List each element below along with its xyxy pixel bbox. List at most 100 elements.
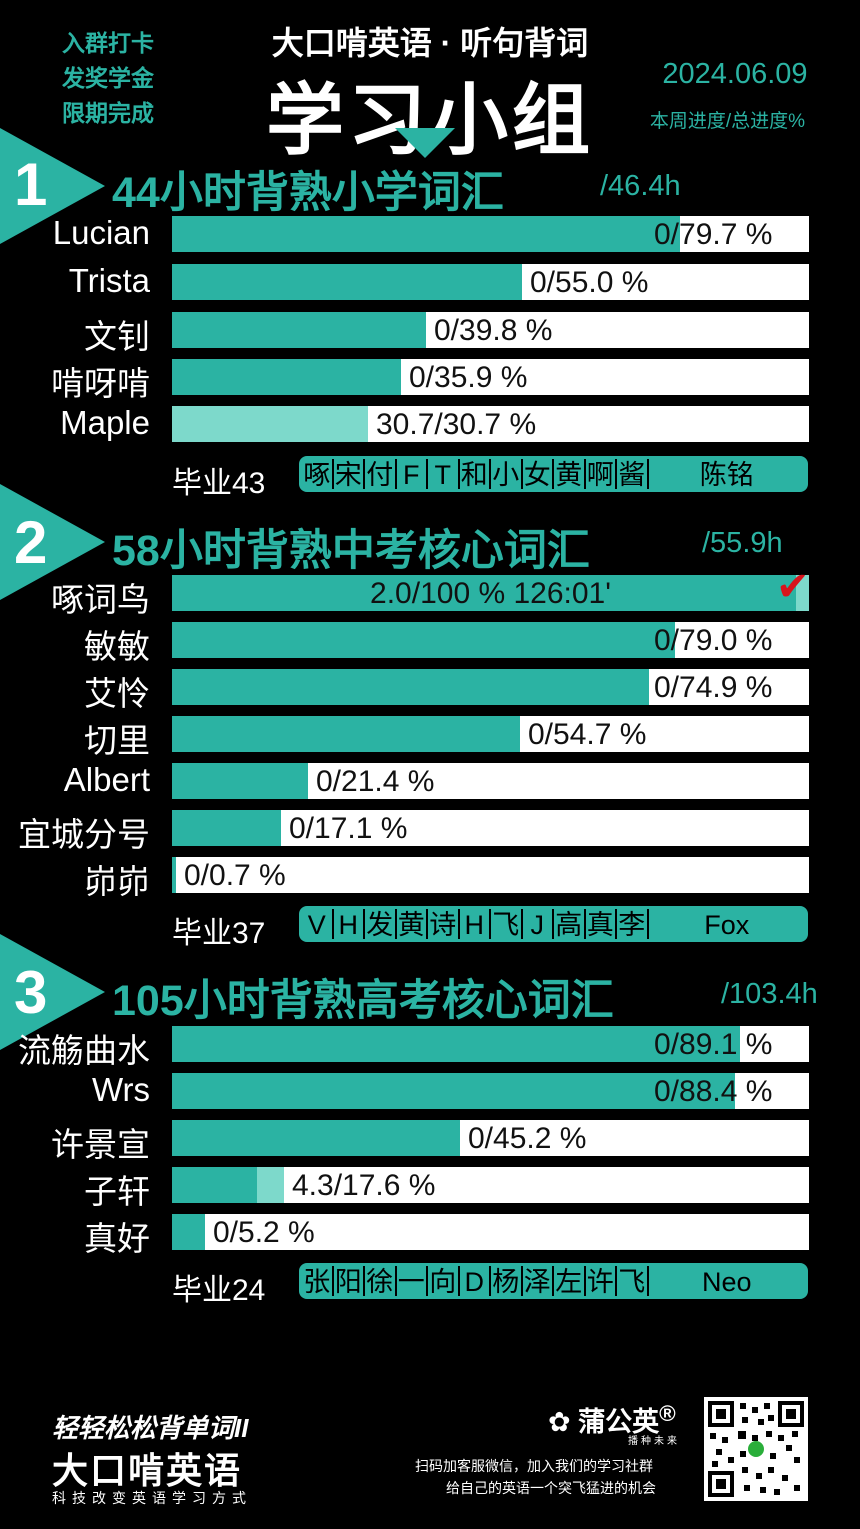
progress-legend: 本周进度/总进度%: [649, 111, 806, 132]
graduate-chip: 真: [585, 909, 617, 939]
header-line: 限期完成: [62, 100, 154, 126]
header-line: 发奖学金: [62, 65, 154, 91]
checkmark-icon: ✔: [776, 565, 810, 609]
progress-fill-total: [172, 216, 680, 252]
graduate-chip: 付: [365, 459, 397, 489]
graduate-chip: 左: [554, 1266, 586, 1296]
graduates-list: 啄宋付 F T 和小女黄啊酱 陈铭: [299, 456, 808, 492]
progress-bar: 30.7/30.7 %: [172, 406, 809, 442]
progress-fill-total: [172, 1167, 257, 1203]
header-line: 入群打卡: [62, 30, 154, 56]
member-name: 啃呀啃: [51, 365, 150, 402]
registered-mark: ®: [659, 1401, 676, 1426]
progress-bar: 0/0.7 %: [172, 857, 809, 893]
graduate-chip: 阳: [333, 1266, 365, 1296]
partner-logo: ✿ 蒲公英®: [548, 1400, 676, 1439]
brand-title: 大口啃英语 · 听句背词: [271, 25, 589, 61]
graduate-chip: 和: [459, 459, 491, 489]
graduate-chip: 杨: [491, 1266, 523, 1296]
graduate-chip: 许: [585, 1266, 617, 1296]
footer-cta-line2: 给自己的英语一个突飞猛进的机会: [446, 1480, 656, 1496]
progress-fill-total: [172, 857, 176, 893]
progress-bar: 0/54.7 %: [172, 716, 809, 752]
graduate-chip: F: [396, 459, 428, 489]
progress-fill-week: [796, 575, 809, 611]
progress-fill-total: [172, 1214, 205, 1250]
section-hours: /46.4h: [600, 170, 681, 202]
progress-bar: 0/79.7 %: [172, 216, 809, 252]
member-name: 子轩: [84, 1173, 150, 1210]
progress-text: 0/89.1 %: [654, 1028, 773, 1061]
progress-text: 0/39.8 %: [434, 314, 553, 347]
graduate-chip: 李: [617, 909, 649, 939]
graduate-chip: 黄: [396, 909, 428, 939]
progress-text: 0/88.4 %: [654, 1075, 773, 1108]
progress-text: 0/55.0 %: [530, 266, 649, 299]
progress-bar: 4.3/17.6 %: [172, 1167, 809, 1203]
member-name: 真好: [84, 1220, 150, 1257]
progress-fill-total: [172, 1026, 740, 1062]
member-name: 啄词鸟: [51, 581, 150, 618]
graduate-chip: 一: [396, 1266, 428, 1296]
progress-bar: 0/88.4 %: [172, 1073, 809, 1109]
progress-bar: 2.0/100 % 126:01': [172, 575, 809, 611]
graduate-chip-latest: Fox: [704, 910, 750, 940]
progress-bar: 0/79.0 %: [172, 622, 809, 658]
progress-fill-total: [172, 810, 281, 846]
progress-text: 0/74.9 %: [654, 671, 773, 704]
progress-text: 0/45.2 %: [468, 1122, 587, 1155]
progress-fill-week: [172, 406, 368, 442]
progress-bar: 0/17.1 %: [172, 810, 809, 846]
header-triangle-decoration: [395, 128, 455, 158]
section-number: 3: [14, 959, 48, 1026]
graduate-chip: 啊: [585, 459, 617, 489]
graduate-chip: 宋: [333, 459, 365, 489]
progress-fill-total: [172, 669, 649, 705]
progress-fill-week: [257, 1167, 284, 1203]
member-name: 艾怜: [84, 675, 150, 712]
progress-fill-total: [172, 716, 520, 752]
graduate-chip: 泽: [522, 1266, 554, 1296]
footer-slogan: 轻轻松松背单词II: [52, 1413, 249, 1443]
footer-brand-logo: 大口啃英语: [52, 1450, 243, 1491]
member-name: 切里: [84, 722, 150, 759]
qr-code-image[interactable]: [704, 1397, 808, 1501]
graduate-chip: J: [522, 909, 554, 939]
section-title: 44小时背熟小学词汇: [112, 169, 504, 217]
progress-fill-total: [172, 359, 401, 395]
progress-fill-total: [172, 622, 675, 658]
dandelion-icon: ✿: [548, 1407, 571, 1437]
graduates-label: 毕业37: [172, 917, 266, 950]
member-name: Trista: [68, 262, 150, 299]
progress-text: 0/54.7 %: [528, 718, 647, 751]
graduate-chip: H: [459, 909, 491, 939]
graduate-chip: 张: [302, 1266, 334, 1296]
progress-text: 4.3/17.6 %: [292, 1169, 436, 1202]
member-name: 流觞曲水: [18, 1032, 150, 1069]
progress-fill-total: [172, 763, 308, 799]
graduates-label: 毕业43: [172, 467, 266, 500]
graduate-chip-latest: 陈铭: [699, 460, 754, 490]
member-name: 敏敏: [84, 628, 150, 665]
progress-text: 0/35.9 %: [409, 361, 528, 394]
progress-fill-total: [172, 264, 522, 300]
section-hours: /55.9h: [702, 527, 783, 559]
date-label: 2024.06.09: [662, 58, 808, 90]
member-name: Albert: [63, 761, 150, 798]
graduates-list: 张阳徐一向 D 杨泽左许飞 Neo: [299, 1263, 808, 1299]
graduates-list: V H 发黄诗 H 飞 J 高真李 Fox: [299, 906, 808, 942]
qr-code-icon: [708, 1401, 804, 1497]
progress-text: 0/0.7 %: [184, 859, 286, 892]
graduate-chip: 小: [491, 459, 523, 489]
section-title: 58小时背熟中考核心词汇: [112, 527, 590, 575]
progress-fill-total: [172, 1073, 735, 1109]
section-number-triangle: [0, 484, 105, 600]
partner-logo-text: 蒲公英: [578, 1407, 660, 1437]
member-name: 文钊: [84, 318, 150, 355]
graduate-chip: 飞: [491, 909, 523, 939]
progress-bar: 0/35.9 %: [172, 359, 809, 395]
partner-subtitle: 播种未来: [628, 1436, 680, 1447]
graduate-chip: 发: [365, 909, 397, 939]
member-name: 许景宣: [51, 1126, 150, 1163]
progress-text: 0/79.7 %: [654, 218, 773, 251]
